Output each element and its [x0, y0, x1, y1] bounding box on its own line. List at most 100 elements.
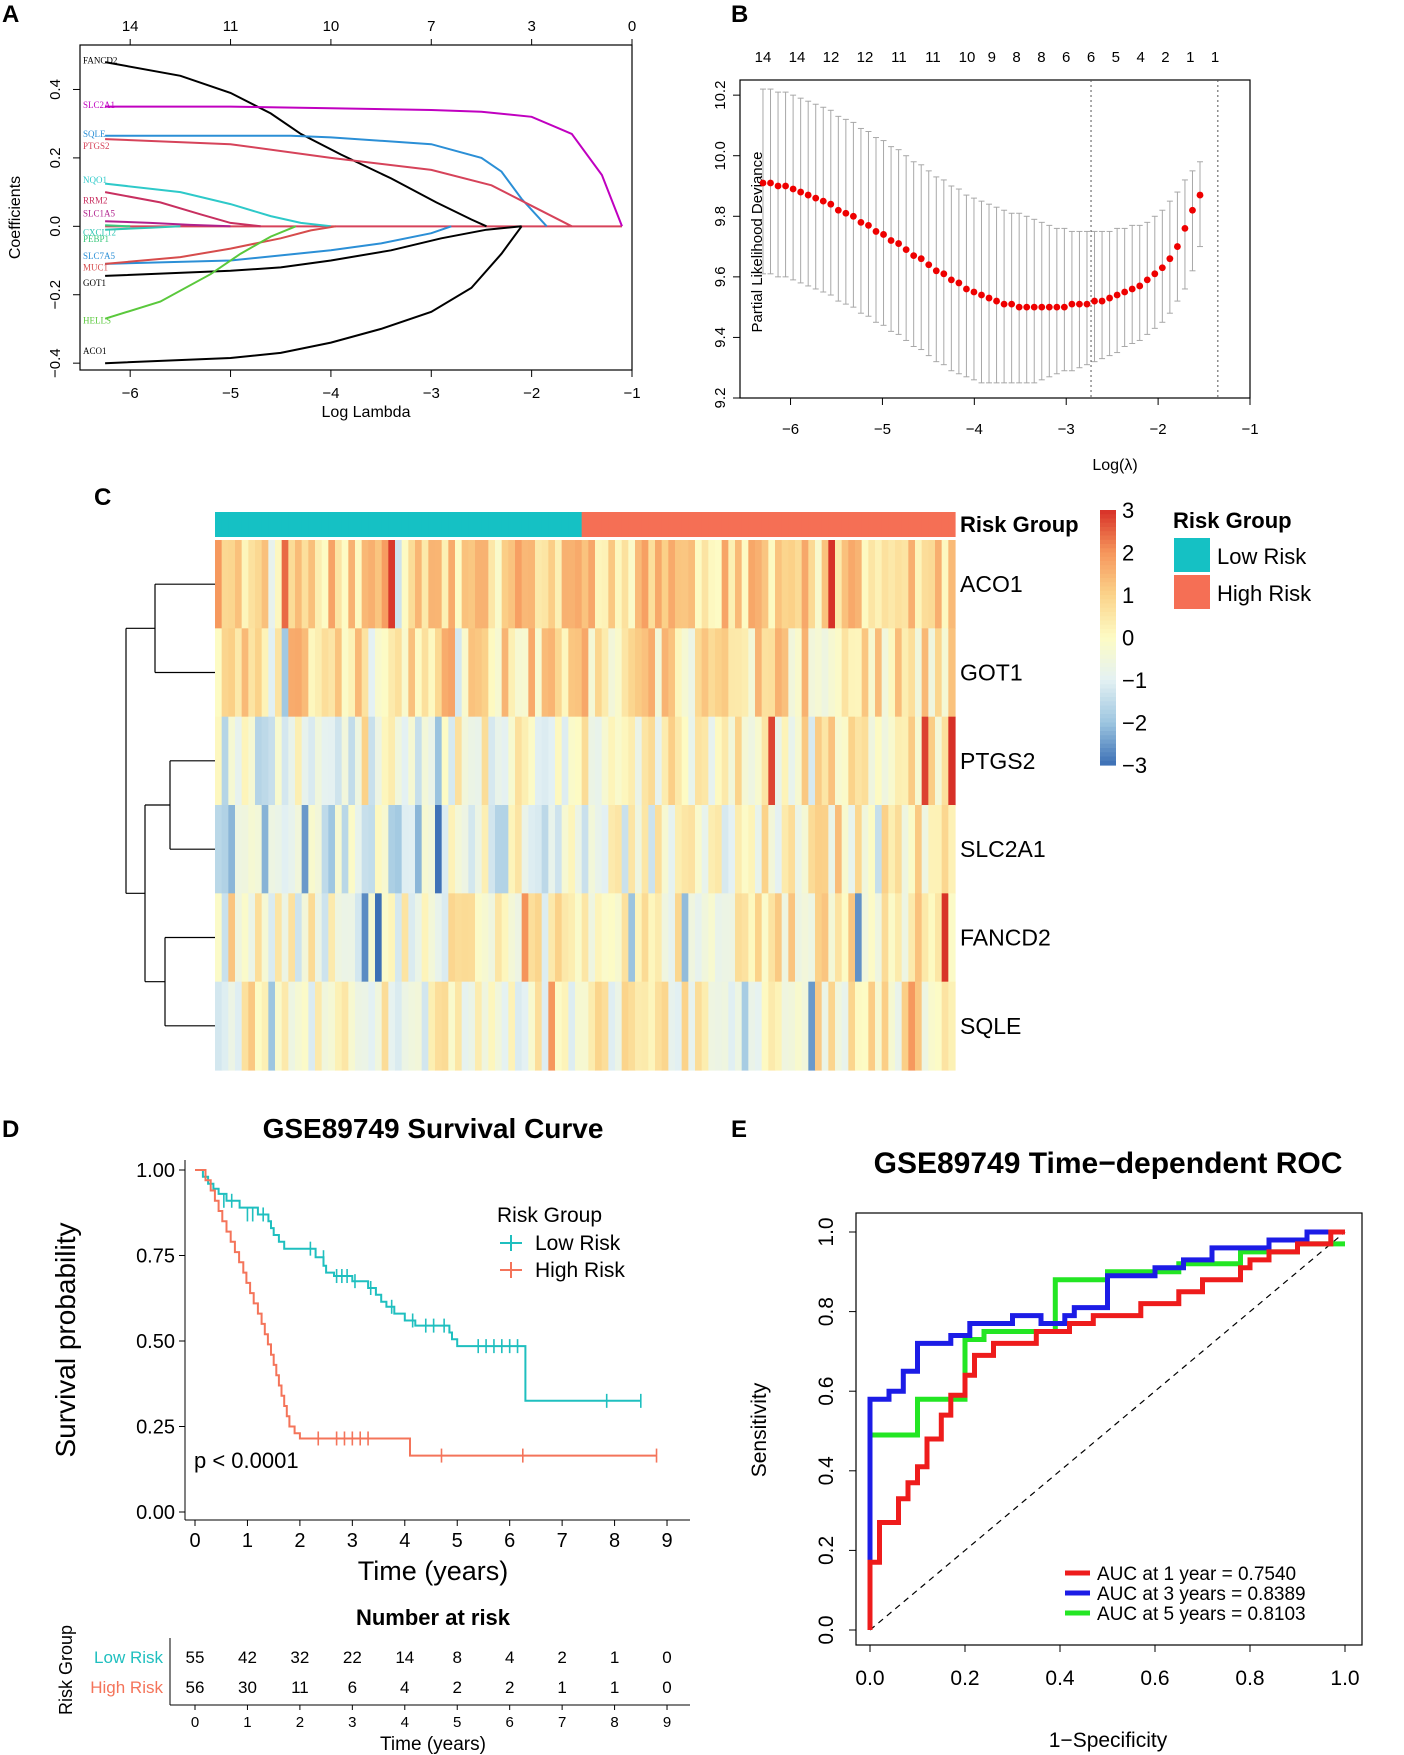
heatmap-cell	[301, 805, 309, 894]
legend-label-low-risk: Low Risk	[1217, 544, 1307, 569]
heatmap-cell	[468, 805, 476, 894]
heatmap-cell	[681, 628, 689, 718]
heatmap-cell	[375, 981, 383, 1071]
path-got1	[105, 225, 522, 277]
deviance-point	[963, 285, 970, 293]
row-label-ptgs2: PTGS2	[960, 748, 1035, 774]
heatmap-cell	[621, 540, 629, 629]
colorbar-segment	[1100, 650, 1116, 656]
heatmap-cell	[861, 716, 869, 806]
x-tick-label: −2	[1150, 421, 1167, 438]
x-tick-label: −3	[423, 385, 440, 402]
colorbar-segment	[1100, 510, 1116, 515]
heatmap-cell	[221, 981, 229, 1071]
colorbar-segment	[1100, 743, 1116, 749]
deviance-point	[1060, 303, 1068, 311]
heatmap-cell	[215, 805, 223, 894]
risk-group-cell	[555, 512, 563, 537]
heatmap-cell	[495, 716, 503, 806]
top-tick-label: 6	[1062, 49, 1070, 66]
heatmap-cell	[395, 540, 403, 629]
deviance-point	[880, 231, 887, 238]
heatmap-cell	[761, 981, 769, 1071]
heatmap-cell	[701, 805, 709, 894]
heatmap-cell	[535, 981, 543, 1071]
risk-group-cell	[308, 512, 316, 537]
heatmap-cell	[855, 893, 863, 983]
heatmap-cell	[468, 716, 476, 806]
heatmap-cell	[768, 540, 776, 629]
row-label-fancd2: FANCD2	[960, 925, 1051, 951]
deviance-point	[812, 194, 820, 202]
heatmap-cell	[741, 716, 749, 806]
top-tick-label: 9	[988, 49, 996, 66]
colorbar-segment	[1100, 680, 1116, 685]
heatmap-cell	[455, 893, 463, 983]
colorbar-segment	[1100, 633, 1116, 639]
heatmap-cell	[221, 805, 229, 894]
heatmap-cell	[421, 628, 429, 718]
heatmap-cell	[508, 540, 516, 629]
heatmap-cell	[608, 981, 616, 1071]
colorbar-segment	[1100, 612, 1116, 617]
label-got1: GOT1	[83, 278, 106, 288]
heatmap-cell	[801, 540, 809, 629]
heatmap-cell	[935, 981, 943, 1071]
heatmap-cell	[428, 628, 436, 718]
deviance-point	[902, 246, 910, 254]
top-tick-label: 6	[1087, 49, 1095, 66]
heatmap-cell	[281, 540, 289, 629]
heatmap-cell	[215, 893, 223, 983]
heatmap-cell	[388, 805, 396, 894]
heatmap-cell	[528, 981, 536, 1071]
heatmap-cell	[481, 805, 489, 894]
colorbar-segment	[1100, 675, 1116, 681]
heatmap-cell	[435, 981, 443, 1071]
heatmap-cell	[695, 628, 703, 718]
heatmap-cell	[688, 628, 696, 718]
heatmap-cell	[468, 628, 476, 718]
heatmap-cell	[481, 981, 489, 1071]
heatmap-cell	[701, 716, 709, 806]
risk-group-cell	[328, 512, 336, 537]
heatmap-cell	[388, 540, 396, 629]
risk-group-cell	[588, 512, 596, 537]
risk-x-tick-label: 9	[663, 1714, 671, 1731]
heatmap-cell	[475, 628, 483, 718]
heatmap-cell	[255, 540, 263, 629]
heatmap-cell	[388, 628, 396, 718]
risk-group-cell	[295, 512, 303, 537]
risk-group-cell	[495, 512, 503, 537]
heatmap-cell	[608, 893, 616, 983]
risk-count: 8	[452, 1648, 461, 1667]
heatmap-cell	[575, 540, 583, 629]
heatmap-cell	[615, 893, 623, 983]
heatmap-cell	[341, 893, 349, 983]
heatmap-cell	[288, 805, 296, 894]
heatmap-cell	[835, 716, 843, 806]
heatmap-cell	[441, 981, 449, 1071]
y-tick-label: 0.50	[136, 1331, 175, 1353]
risk-group-cell	[415, 512, 423, 537]
heatmap-cell	[441, 893, 449, 983]
risk-count: 55	[186, 1648, 205, 1667]
heatmap-cell	[375, 628, 383, 718]
heatmap-cell	[588, 893, 596, 983]
risk-group-cell	[501, 512, 509, 537]
heatmap-cell	[275, 540, 283, 629]
heatmap-cell	[295, 628, 303, 718]
heatmap-cell	[535, 716, 543, 806]
heatmap-cell	[568, 540, 576, 629]
x-tick-label: −5	[222, 385, 239, 402]
heatmap-cell	[781, 981, 789, 1071]
heatmap-cell	[401, 981, 409, 1071]
heatmap-cell	[315, 716, 323, 806]
colorbar-segment	[1100, 641, 1116, 647]
risk-count: 0	[662, 1648, 671, 1667]
heatmap-cell	[388, 893, 396, 983]
deviance-point	[1189, 206, 1196, 214]
heatmap-cell	[661, 540, 669, 629]
heatmap-cell	[801, 805, 809, 894]
heatmap-cell	[741, 628, 749, 718]
path-pebp1	[105, 224, 131, 228]
